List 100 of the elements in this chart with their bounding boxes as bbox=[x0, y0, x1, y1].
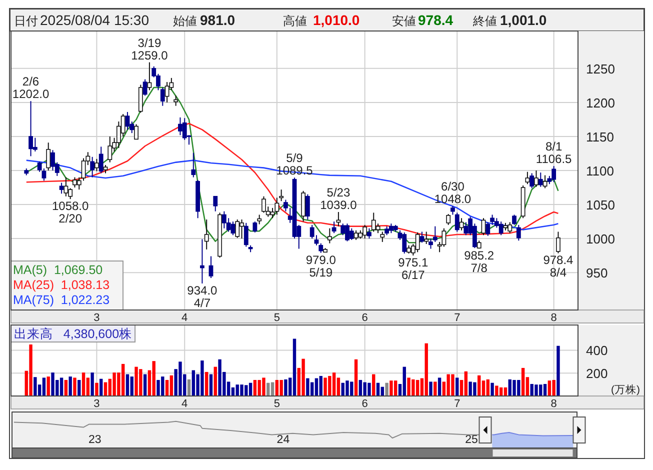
bar bbox=[214, 366, 217, 396]
bar bbox=[209, 374, 213, 396]
bar bbox=[275, 380, 279, 396]
y-tick-label: 200 bbox=[586, 366, 608, 382]
bar bbox=[73, 378, 76, 396]
bar bbox=[192, 370, 196, 396]
annotation: 6/30 1048.0 bbox=[434, 179, 472, 206]
text: 日付 bbox=[14, 14, 38, 28]
bar bbox=[82, 372, 86, 396]
x-tick-label: 7 bbox=[454, 398, 460, 410]
candlestick bbox=[481, 218, 486, 236]
bar bbox=[302, 358, 305, 396]
bar bbox=[456, 378, 459, 396]
x-tick-label: 7 bbox=[454, 312, 460, 324]
candlestick bbox=[213, 196, 218, 212]
candlestick bbox=[376, 223, 380, 234]
candlestick bbox=[191, 152, 196, 178]
candlestick bbox=[164, 82, 170, 103]
candlestick bbox=[174, 95, 178, 106]
text: 981.0 bbox=[200, 12, 236, 28]
bar bbox=[548, 380, 552, 396]
candlestick bbox=[402, 232, 407, 254]
bar bbox=[521, 368, 525, 396]
bar bbox=[60, 378, 64, 396]
candlestick bbox=[420, 231, 424, 244]
candlestick bbox=[538, 172, 543, 188]
bar bbox=[78, 380, 81, 396]
candlestick bbox=[90, 156, 95, 178]
candlestick bbox=[371, 212, 376, 232]
bar bbox=[90, 372, 94, 396]
candlestick bbox=[76, 176, 82, 190]
chart-title: 出来高 4,380,600株 bbox=[14, 326, 132, 341]
bar bbox=[543, 384, 547, 396]
candlestick bbox=[464, 222, 468, 236]
bar bbox=[64, 380, 68, 396]
bar bbox=[152, 361, 156, 396]
bar bbox=[416, 380, 420, 396]
y-tick-label: 1150 bbox=[586, 129, 614, 144]
candlestick bbox=[252, 221, 258, 233]
x-tick-label: 4 bbox=[182, 398, 188, 410]
candlestick bbox=[142, 78, 148, 96]
candlestick bbox=[108, 136, 112, 163]
candlestick bbox=[301, 190, 306, 222]
bar bbox=[29, 344, 32, 396]
y-tick-label: 1000 bbox=[586, 232, 615, 247]
candlestick bbox=[59, 182, 64, 194]
candlestick bbox=[486, 222, 490, 236]
bar bbox=[46, 376, 50, 396]
bar bbox=[319, 376, 322, 396]
annotation: 985.2 7/8 bbox=[464, 248, 494, 276]
bar bbox=[402, 366, 406, 396]
candlestick bbox=[354, 230, 358, 240]
candlestick bbox=[274, 197, 280, 216]
bar bbox=[394, 380, 398, 396]
text: 978.4 bbox=[418, 12, 454, 28]
bar bbox=[490, 382, 494, 396]
bar bbox=[372, 374, 376, 396]
x-tick-label: 3 bbox=[94, 398, 100, 410]
candlestick bbox=[542, 174, 548, 189]
bar bbox=[284, 379, 288, 396]
candlestick bbox=[46, 142, 51, 171]
bar bbox=[552, 380, 556, 396]
bar bbox=[165, 380, 169, 396]
candlestick bbox=[226, 218, 231, 232]
y-tick-label: 1100 bbox=[586, 164, 614, 178]
bar bbox=[314, 378, 318, 396]
bar bbox=[68, 376, 72, 396]
x-tick-label: 25 bbox=[465, 434, 478, 446]
candlestick bbox=[147, 62, 152, 91]
x-tick-label: 5 bbox=[274, 312, 280, 324]
candlestick bbox=[200, 238, 204, 284]
bar bbox=[434, 382, 437, 396]
candlestick bbox=[367, 228, 372, 240]
bar bbox=[280, 380, 283, 396]
bar bbox=[253, 380, 257, 396]
annotation: 975.1 6/17 bbox=[398, 255, 429, 282]
candlestick bbox=[424, 231, 429, 244]
candlestick bbox=[525, 171, 530, 185]
candlestick bbox=[257, 214, 262, 225]
candlestick bbox=[556, 231, 560, 254]
x-tick-label: 23 bbox=[88, 434, 102, 446]
bar bbox=[42, 378, 46, 396]
candlestick bbox=[516, 224, 521, 242]
candlestick bbox=[204, 218, 209, 250]
bar bbox=[424, 343, 428, 396]
y-tick-label: 950 bbox=[586, 266, 608, 281]
x-tick-label: 8 bbox=[550, 398, 557, 410]
text: 始値 bbox=[173, 14, 197, 28]
bar bbox=[495, 386, 498, 396]
text: 2025/08/04 15:30 bbox=[40, 12, 150, 28]
candlestick bbox=[380, 231, 385, 242]
candlestick bbox=[332, 221, 336, 234]
bar bbox=[126, 374, 130, 396]
annotation: 8/1 1106.5 bbox=[536, 140, 572, 166]
bar bbox=[292, 338, 296, 396]
candlestick bbox=[415, 232, 420, 253]
candlestick bbox=[327, 228, 332, 244]
bar bbox=[130, 376, 134, 396]
candlestick bbox=[235, 218, 240, 238]
x-tick-label: 4 bbox=[182, 312, 188, 324]
